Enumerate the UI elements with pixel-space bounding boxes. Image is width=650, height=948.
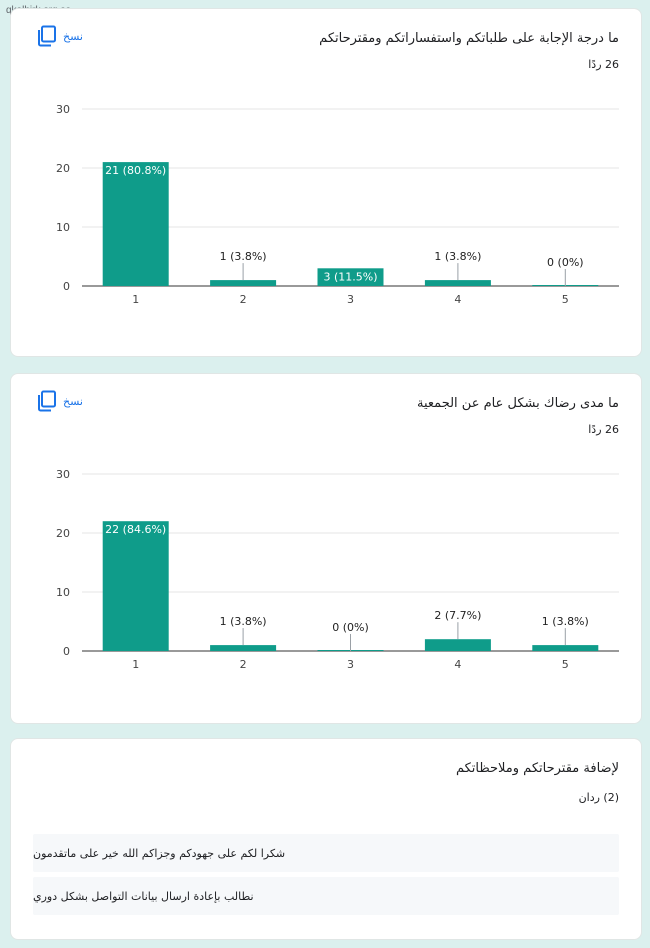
text-question-card: لإضافة مقترحاتكم وملاحظاتكم (2) ردان شكر… [10,738,642,940]
data-label: 0 (0%) [332,621,369,634]
response-count: 26 ردًا [588,58,619,71]
response-count: 26 ردًا [588,423,619,436]
bar [532,645,599,651]
data-label: 2 (7.7%) [434,609,481,622]
copy-label: نسخ [63,29,83,43]
x-tick-label: 2 [240,658,247,671]
response-count: (2) ردان [578,791,619,804]
bar [210,280,277,286]
copy-button[interactable]: نسخ [37,390,83,412]
copy-icon [38,25,56,47]
y-tick-label: 0 [63,645,70,658]
bar-chart: 0 10 20 30 1 22 (84.6%) 2 1 (3.8%) 3 0 (0%) 4 2 (7.… [56,468,619,671]
data-label: 3 (11.5%) [323,270,377,283]
x-tick-label: 2 [240,293,247,306]
response-item: نطالب بإعادة ارسال بيانات التواصل بشكل د… [33,877,619,915]
bar [424,280,491,286]
copy-label: نسخ [63,394,83,408]
x-tick-label: 3 [347,658,354,671]
bar [102,521,169,651]
data-label: 1 (3.8%) [220,615,267,628]
response-item: شكرا لكم على جهودكم وجزاكم الله خير على … [33,834,619,872]
y-tick-label: 10 [56,221,70,234]
y-tick-label: 30 [56,468,70,481]
data-label: 1 (3.8%) [542,615,589,628]
x-tick-label: 1 [132,658,139,671]
x-tick-label: 3 [347,293,354,306]
question-card-2: نسخ ما مدى رضاك بشكل عام عن الجمعية 26 ر… [10,373,642,724]
y-tick-label: 10 [56,586,70,599]
x-tick-label: 4 [454,293,461,306]
question-card-1: نسخ ما درجة الإجابة على طلباتكم واستفسار… [10,8,642,357]
bar [317,268,384,286]
x-tick-label: 5 [562,658,569,671]
data-label: 1 (3.8%) [434,250,481,263]
bar [210,645,277,651]
data-label: 0 (0%) [547,256,584,269]
question-title: ما مدى رضاك بشكل عام عن الجمعية [417,396,619,411]
bar [424,639,491,651]
y-tick-label: 20 [56,527,70,540]
data-label: 1 (3.8%) [220,250,267,263]
question-title: ما درجة الإجابة على طلباتكم واستفساراتكم… [319,31,619,46]
data-label: 22 (84.6%) [105,523,166,536]
response-list: شكرا لكم على جهودكم وجزاكم الله خير على … [33,834,619,920]
x-tick-label: 5 [562,293,569,306]
question-title: لإضافة مقترحاتكم وملاحظاتكم [455,761,619,776]
data-label: 21 (80.8%) [105,164,166,177]
bar [102,162,169,286]
bar-chart: 0 10 20 30 1 21 (80.8%) 2 1 (3.8%) 3 3 (11.5%) 4 1 … [56,103,619,306]
copy-icon [38,390,56,412]
y-tick-label: 0 [63,280,70,293]
y-tick-label: 20 [56,162,70,175]
copy-button[interactable]: نسخ [37,25,83,47]
y-tick-label: 30 [56,103,70,116]
x-tick-label: 1 [132,293,139,306]
x-tick-label: 4 [454,658,461,671]
